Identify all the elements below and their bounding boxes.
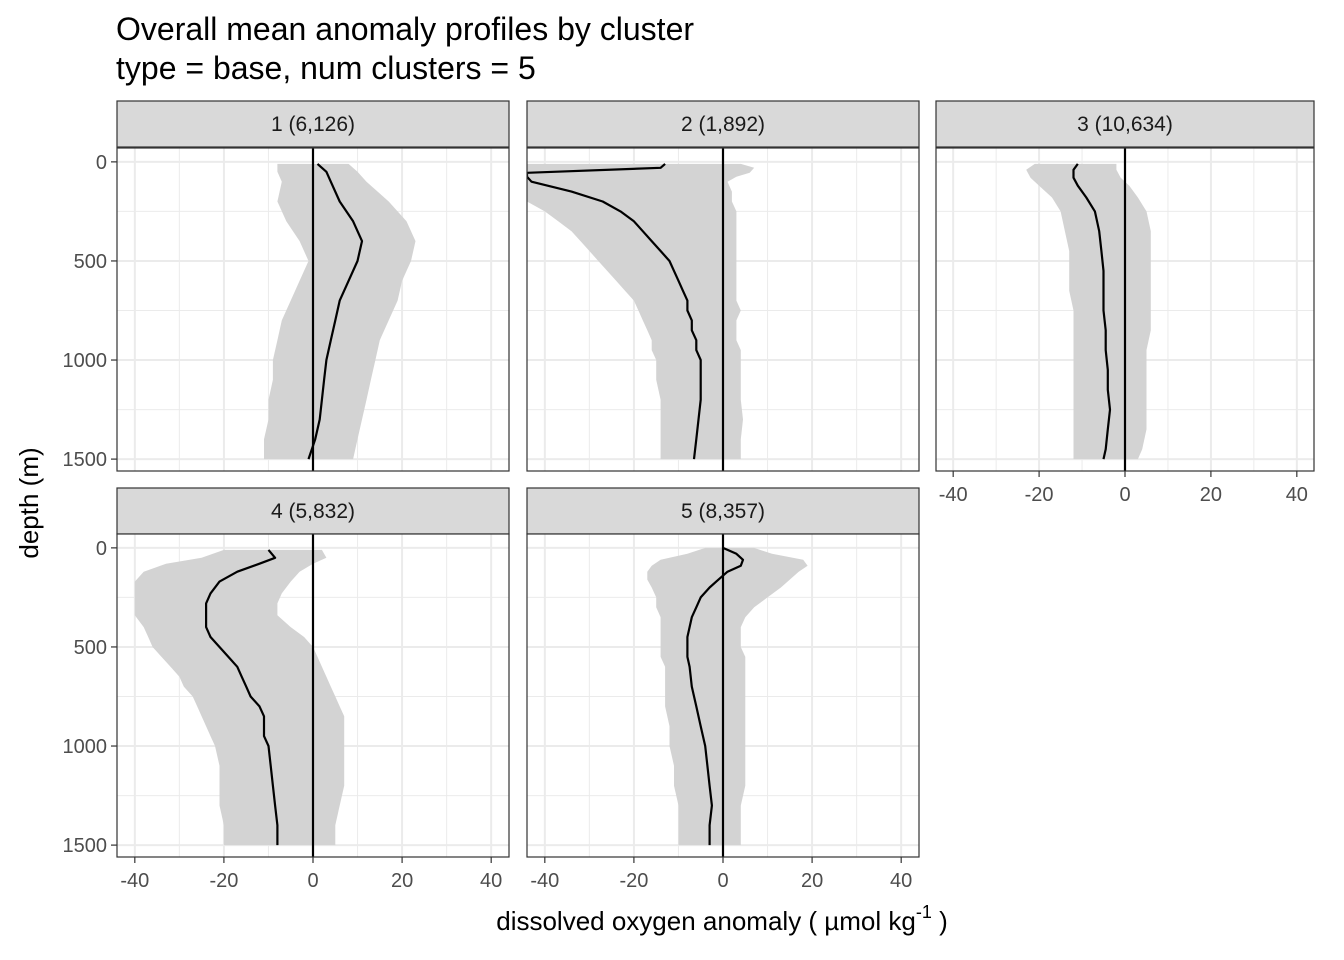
- x-tick-label: 40: [890, 870, 912, 892]
- panel-strip-label: 4 (5,832): [271, 500, 355, 523]
- facet-panels: 1 (6,126) 0 500 1000 1500 2 (1,892) 3 (10,634)…: [63, 100, 1315, 892]
- panel-border: [526, 147, 920, 472]
- panel-3: 3 (10,634) -40 -20 0 20 40: [935, 100, 1315, 506]
- x-tick-label: 40: [480, 870, 502, 892]
- confidence-ribbon: [264, 163, 416, 460]
- x-tick-label: 40: [1286, 484, 1308, 506]
- x-tick-label: -40: [120, 870, 149, 892]
- mean-anomaly-line: [1072, 163, 1112, 460]
- confidence-ribbon: [1026, 163, 1151, 460]
- y-tick-label: 500: [74, 637, 107, 659]
- panel-strip-label: 1 (6,126): [271, 113, 355, 136]
- panel-2: 2 (1,892): [526, 100, 920, 472]
- confidence-ribbon: [134, 549, 345, 846]
- y-tick-label: 1500: [63, 449, 108, 471]
- panel-border: [116, 147, 510, 472]
- y-axis-title: depth (m): [14, 447, 44, 558]
- x-tick-label: 20: [1200, 484, 1222, 506]
- panel-5: 5 (8,357) -40 -20 0 20 40: [526, 487, 920, 892]
- x-tick-label: -40: [530, 870, 559, 892]
- panel-strip: [116, 100, 510, 148]
- panel-1: 1 (6,126) 0 500 1000 1500: [63, 100, 510, 472]
- x-axis-title: dissolved oxygen anomaly ( µmol kg-1 ): [496, 902, 948, 936]
- y-tick-label: 1000: [63, 350, 108, 372]
- x-tick-label: 20: [801, 870, 823, 892]
- y-tick-label: 500: [74, 251, 107, 273]
- chart-title: Overall mean anomaly profiles by cluster: [116, 11, 694, 47]
- x-tick-label: -20: [1025, 484, 1054, 506]
- mean-anomaly-line: [205, 549, 279, 846]
- y-tick-label: 1000: [63, 736, 108, 758]
- mean-anomaly-line: [527, 163, 702, 460]
- panel-strip-label: 3 (10,634): [1077, 113, 1173, 136]
- y-tick-label: 0: [96, 152, 107, 174]
- x-tick-label: -20: [619, 870, 648, 892]
- panel-strip: [116, 487, 510, 535]
- x-tick-label: 0: [1119, 484, 1130, 506]
- x-axis-title-superscript: -1: [916, 902, 932, 922]
- x-tick-label: 20: [391, 870, 413, 892]
- panel-4: 4 (5,832) 0 500 1000 1500 -40 -20 0 20 40: [63, 487, 510, 892]
- confidence-ribbon: [647, 547, 808, 846]
- mean-anomaly-line: [307, 163, 364, 460]
- panel-strip: [526, 487, 920, 535]
- chart-subtitle: type = base, num clusters = 5: [116, 50, 536, 86]
- x-tick-label: 0: [307, 870, 318, 892]
- y-tick-label: 1500: [63, 835, 108, 857]
- panel-strip: [935, 100, 1315, 148]
- x-axis-title-main: dissolved oxygen anomaly ( µmol kg: [496, 906, 916, 936]
- x-axis-title-end: ): [932, 906, 948, 936]
- x-tick-label: -40: [939, 484, 968, 506]
- y-tick-label: 0: [96, 538, 107, 560]
- panel-strip-label: 2 (1,892): [681, 113, 765, 136]
- panel-strip: [526, 100, 920, 148]
- confidence-ribbon: [527, 163, 755, 460]
- x-tick-label: 0: [717, 870, 728, 892]
- mean-anomaly-line: [686, 546, 745, 846]
- x-tick-label: -20: [209, 870, 238, 892]
- panel-strip-label: 5 (8,357): [681, 500, 765, 523]
